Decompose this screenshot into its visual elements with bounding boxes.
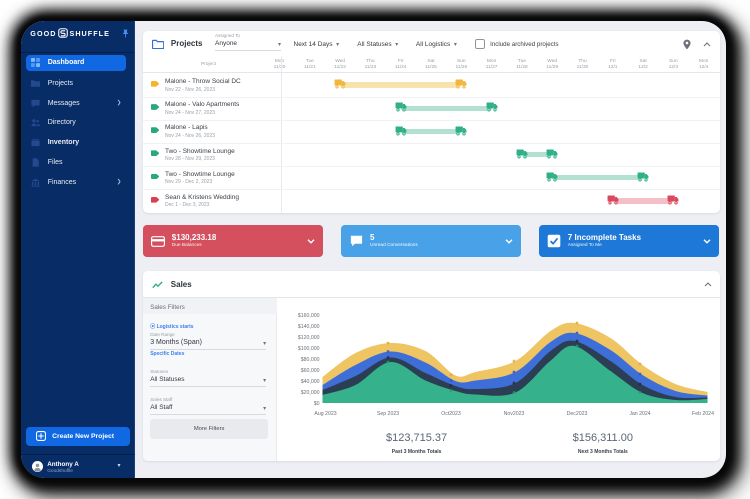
- svg-text:$80,000: $80,000: [300, 357, 319, 363]
- svg-text:Aug 2023: Aug 2023: [314, 411, 336, 417]
- svg-text:$100,000: $100,000: [297, 346, 319, 352]
- svg-text:$160,000: $160,000: [297, 313, 319, 319]
- svg-text:Jan 2024: Jan 2024: [629, 411, 650, 417]
- svg-text:$40,000: $40,000: [300, 379, 319, 385]
- svg-text:Nov2023: Nov2023: [503, 411, 524, 417]
- svg-text:Sep 2023: Sep 2023: [376, 411, 398, 417]
- svg-text:$20,000: $20,000: [300, 390, 319, 396]
- svg-text:Dec2023: Dec2023: [566, 411, 587, 417]
- svg-text:$60,000: $60,000: [300, 368, 319, 374]
- svg-text:$0: $0: [313, 401, 319, 407]
- svg-text:$140,000: $140,000: [297, 324, 319, 330]
- svg-text:Oct2023: Oct2023: [441, 411, 461, 417]
- svg-text:Feb 2024: Feb 2024: [692, 411, 714, 417]
- svg-text:$120,000: $120,000: [297, 335, 319, 341]
